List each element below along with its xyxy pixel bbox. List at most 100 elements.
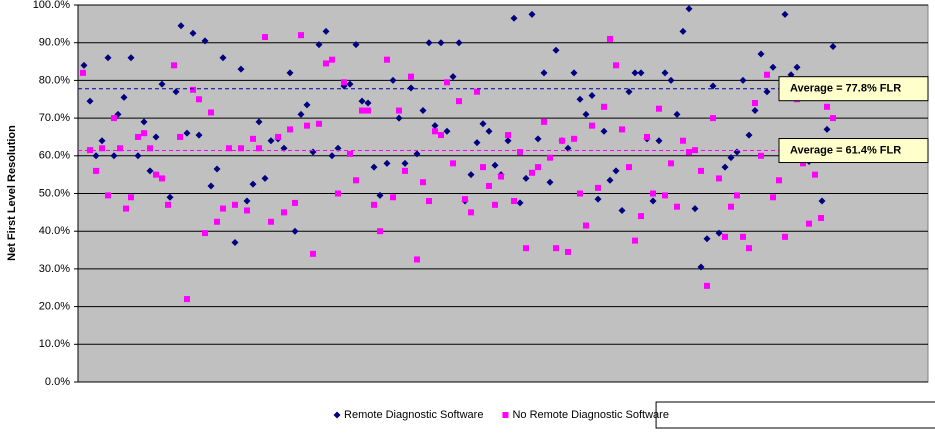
point — [322, 27, 330, 35]
point — [281, 209, 287, 216]
point — [571, 135, 577, 142]
point — [583, 222, 589, 229]
point — [751, 107, 759, 115]
point — [280, 144, 288, 152]
point — [207, 182, 215, 190]
point — [172, 88, 180, 96]
point — [691, 205, 699, 213]
point — [195, 131, 203, 139]
point — [352, 41, 360, 49]
point — [267, 137, 275, 145]
point — [656, 105, 662, 112]
point — [667, 76, 675, 84]
point — [637, 69, 645, 77]
point — [534, 135, 542, 143]
legend-box — [655, 401, 935, 429]
point — [190, 86, 196, 93]
point — [255, 118, 263, 126]
point — [93, 167, 99, 174]
point — [757, 50, 765, 58]
point — [359, 107, 365, 114]
point — [104, 54, 112, 62]
point — [402, 167, 408, 174]
point — [408, 73, 414, 80]
point — [734, 192, 740, 199]
point — [346, 80, 354, 88]
point — [86, 97, 94, 105]
point — [502, 412, 509, 418]
point — [456, 98, 462, 105]
point — [395, 114, 403, 122]
point — [517, 149, 523, 156]
point — [529, 169, 535, 176]
point — [153, 171, 159, 178]
point — [231, 239, 239, 247]
point — [752, 100, 758, 107]
point — [468, 209, 474, 216]
point — [371, 201, 377, 208]
point — [80, 69, 86, 76]
point — [673, 110, 681, 118]
point — [158, 80, 166, 88]
point — [335, 190, 341, 197]
point — [680, 137, 686, 144]
point — [535, 164, 541, 171]
point — [120, 93, 128, 101]
point — [384, 56, 390, 63]
point — [444, 79, 450, 86]
point — [588, 91, 596, 99]
point — [715, 229, 723, 237]
point — [396, 107, 402, 114]
point — [315, 41, 323, 49]
average-label-box — [778, 76, 929, 102]
point — [117, 145, 123, 152]
point — [420, 179, 426, 186]
point — [631, 69, 639, 77]
y-tick-label: 30.0% — [39, 263, 70, 275]
point — [491, 161, 499, 169]
point — [152, 133, 160, 141]
y-tick-label: 70.0% — [39, 112, 70, 124]
point — [606, 176, 614, 184]
point — [698, 167, 704, 174]
point — [607, 35, 613, 42]
point — [413, 150, 421, 158]
point — [697, 263, 705, 271]
point — [577, 190, 583, 197]
point — [419, 107, 427, 115]
point — [782, 233, 788, 240]
point — [824, 103, 830, 110]
y-tick-label: 40.0% — [39, 225, 70, 237]
point — [377, 228, 383, 235]
point — [763, 88, 771, 96]
point — [250, 135, 256, 142]
point — [334, 144, 342, 152]
point — [220, 205, 226, 212]
average-label-box — [778, 138, 929, 164]
point — [649, 197, 657, 205]
point — [485, 127, 493, 135]
point — [146, 167, 154, 175]
point — [541, 118, 547, 125]
point — [721, 163, 729, 171]
point — [147, 145, 153, 152]
point — [177, 22, 185, 30]
point — [625, 88, 633, 96]
point — [414, 256, 420, 263]
point — [159, 175, 165, 182]
point — [401, 159, 409, 167]
point — [686, 149, 692, 156]
point — [256, 145, 262, 152]
point — [213, 165, 221, 173]
point — [793, 63, 801, 71]
legend-label: Remote Diagnostic Software — [344, 409, 483, 421]
point — [189, 29, 197, 37]
point — [716, 175, 722, 182]
point — [570, 69, 578, 77]
point — [426, 198, 432, 205]
point — [214, 218, 220, 225]
point — [632, 237, 638, 244]
point — [523, 245, 529, 252]
point — [613, 62, 619, 69]
point — [504, 137, 512, 145]
